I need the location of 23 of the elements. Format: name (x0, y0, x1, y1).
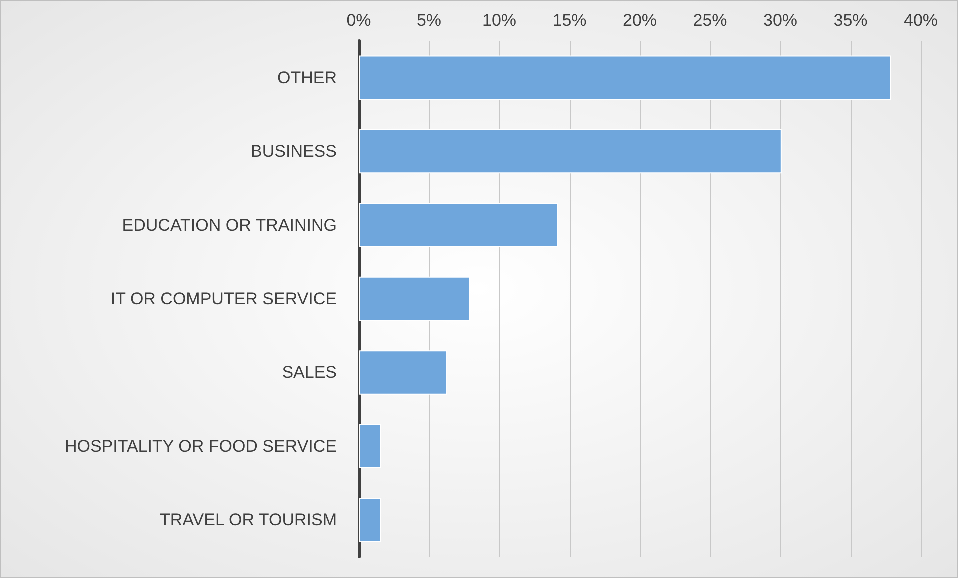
x-tick-label: 5% (416, 11, 442, 30)
y-tick-label: SALES (282, 363, 337, 382)
y-tick-label: BUSINESS (251, 142, 337, 162)
bar (359, 498, 382, 542)
x-tick-label: 15% (552, 11, 587, 30)
x-tick-label: 30% (763, 11, 798, 30)
x-tick-label: 25% (693, 11, 728, 30)
y-tick-label: OTHER (278, 68, 337, 88)
x-tick-label: 0% (346, 11, 372, 30)
y-tick-label: IT OR COMPUTER SERVICE (110, 290, 337, 308)
y-tick-label: HOSPITALITY OR FOOD SERVICE (64, 436, 337, 456)
bar (359, 350, 448, 395)
y-tick-label: TRAVEL OR TOURISM (160, 510, 337, 530)
x-tick-label: 20% (622, 11, 658, 30)
x-tick-label: 10% (482, 11, 517, 30)
y-tick-label: EDUCATION OR TRAINING (122, 216, 337, 235)
bar (359, 129, 782, 174)
x-tick-label: 35% (834, 11, 868, 30)
bar (359, 56, 892, 100)
bar (359, 276, 470, 322)
bar (359, 203, 559, 248)
x-tick-label: 40% (904, 11, 938, 30)
bar (359, 424, 382, 469)
